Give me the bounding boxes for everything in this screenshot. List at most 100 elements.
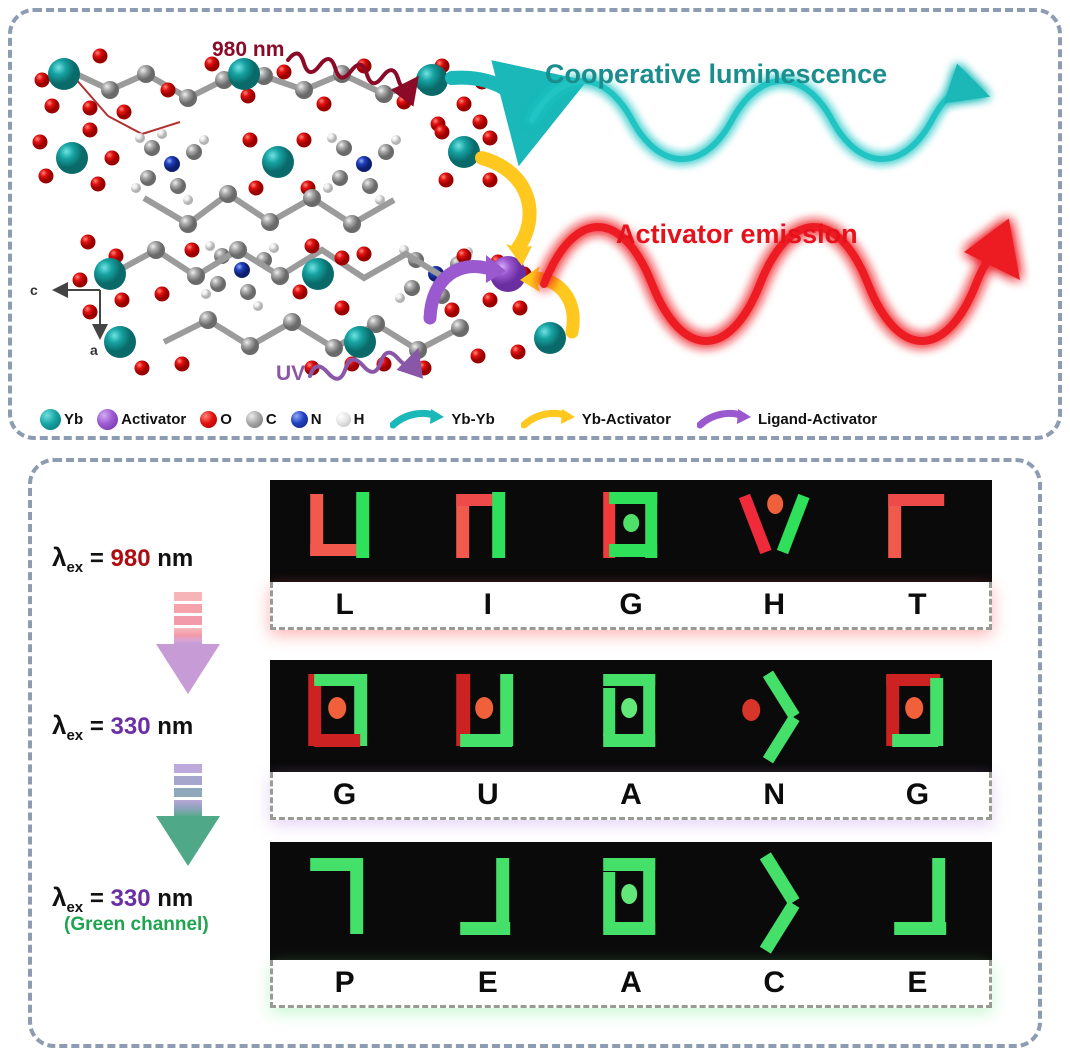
letter-cell: U bbox=[476, 777, 499, 811]
legend-label: Activator bbox=[121, 410, 187, 428]
molecular-structure-diagram bbox=[32, 48, 1021, 381]
carbon-atoms-upper bbox=[101, 65, 433, 107]
legend-label: C bbox=[265, 410, 277, 428]
letter-cell: E bbox=[907, 965, 928, 999]
legend-item-hydrogen: H bbox=[335, 410, 365, 428]
photo-cell-T bbox=[848, 480, 992, 582]
photo-strip-330nm-green bbox=[270, 842, 992, 960]
carbon-atoms-middle bbox=[179, 185, 361, 233]
letter-cell: E bbox=[477, 965, 498, 999]
label-bar-peace: P E A C E bbox=[270, 960, 992, 1008]
photo-cell-G1 bbox=[270, 660, 414, 772]
carbon-sphere-icon bbox=[245, 410, 263, 428]
letter-cell: P bbox=[334, 965, 355, 999]
nitrogen-sphere-icon bbox=[290, 410, 308, 428]
photo-cell-U bbox=[414, 660, 558, 772]
activator-atom bbox=[490, 256, 526, 292]
label-bar-guang: G U A N G bbox=[270, 772, 992, 820]
photo-cell-P bbox=[270, 842, 414, 960]
yb-activator-transfer-arrow-1 bbox=[475, 151, 537, 255]
activator-emission-wave bbox=[540, 218, 1021, 345]
legend-item-nitrogen: N bbox=[290, 410, 322, 428]
excitation-label-row-2: λex = 330 nm bbox=[52, 710, 194, 744]
arrow-980-to-330 bbox=[150, 590, 226, 705]
cooperative-luminescence-label: Cooperative luminescence bbox=[545, 59, 888, 89]
yb-atoms-lower bbox=[94, 258, 566, 358]
carbon-atoms-lower bbox=[147, 241, 469, 359]
yb-activator-arrowhead-1 bbox=[506, 244, 532, 266]
legend-item-ligand-activator: Ligand-Activator bbox=[696, 407, 878, 431]
legend-label: O bbox=[220, 410, 232, 428]
purple-arrow-icon bbox=[696, 409, 751, 429]
letter-cell: L bbox=[335, 587, 354, 621]
yb-sphere-icon bbox=[40, 408, 61, 430]
photo-strip-330nm bbox=[270, 660, 992, 772]
photo-cell-G bbox=[559, 480, 703, 582]
photo-cell-G2 bbox=[848, 660, 992, 772]
yellow-arrow-icon bbox=[520, 409, 575, 429]
legend-item-activator: Activator bbox=[97, 408, 187, 430]
legend-item-yb-yb: Yb-Yb bbox=[390, 407, 495, 431]
top-panel: 980 nm UV Cooperative luminescence Activ… bbox=[8, 8, 1062, 440]
uv-label: UV bbox=[276, 362, 306, 385]
legend-label: H bbox=[353, 410, 365, 428]
legend-label: Yb-Yb bbox=[451, 410, 495, 428]
photo-cell-E bbox=[414, 842, 558, 960]
crystal-axes bbox=[52, 282, 108, 340]
photo-row-light: L I G H T bbox=[270, 480, 992, 630]
letter-cell: N bbox=[763, 777, 786, 811]
legend-item-yb-activator: Yb-Activator bbox=[520, 407, 671, 431]
photo-row-peace: P E A C E bbox=[270, 842, 992, 1008]
excitation-label-row-3: λex = 330 nm bbox=[52, 882, 194, 916]
yb-activator-arrowhead-2 bbox=[520, 266, 540, 292]
legend: Yb Activator O C N bbox=[40, 405, 1050, 433]
oxygen-sphere-icon bbox=[200, 410, 218, 428]
legend-label: Yb bbox=[64, 410, 84, 428]
photo-strip-980nm bbox=[270, 480, 992, 582]
uv-excitation-wave bbox=[308, 347, 423, 381]
letter-cell: G bbox=[619, 587, 643, 621]
legend-item-carbon: C bbox=[245, 410, 277, 428]
legend-label: Ligand-Activator bbox=[757, 410, 878, 428]
arrow-330-to-green bbox=[150, 762, 226, 877]
letter-cell: I bbox=[483, 587, 492, 621]
photo-cell-L bbox=[270, 480, 414, 582]
ligand-activator-transfer-arrow bbox=[423, 260, 493, 325]
photo-cell-I bbox=[414, 480, 558, 582]
excitation-label-row-1: λex = 980 nm bbox=[52, 542, 194, 576]
letter-cell: H bbox=[763, 587, 786, 621]
letter-cell: G bbox=[332, 777, 357, 811]
hydrogen-sphere-icon bbox=[335, 411, 351, 427]
teal-arrow-icon bbox=[390, 409, 445, 429]
activator-sphere-icon bbox=[97, 408, 119, 430]
oxygen-atoms-mid bbox=[32, 122, 498, 196]
green-channel-note: (Green channel) bbox=[64, 914, 209, 935]
legend-item-yb: Yb bbox=[40, 408, 84, 430]
photo-cell-A bbox=[559, 660, 703, 772]
photo-cell-N bbox=[703, 660, 847, 772]
axis-label-a: a bbox=[90, 342, 98, 358]
letter-cell: A bbox=[620, 777, 642, 811]
ligand-activator-arrowhead bbox=[486, 255, 506, 283]
photo-cell-E2 bbox=[848, 842, 992, 960]
yb-atoms-upper bbox=[48, 58, 480, 178]
bottom-panel: λex = 980 nm λex = 330 nm λex = 330 nm (… bbox=[28, 458, 1042, 1048]
label-bar-light: L I G H T bbox=[270, 582, 992, 630]
photo-row-guang: G U A N G bbox=[270, 660, 992, 820]
legend-label: Yb-Activator bbox=[581, 410, 671, 428]
excitation-980-wave bbox=[286, 51, 419, 107]
letter-cell: A bbox=[620, 965, 642, 999]
axis-label-c: c bbox=[30, 282, 38, 298]
excitation-980-label: 980 nm bbox=[212, 38, 285, 61]
legend-item-oxygen: O bbox=[200, 410, 232, 428]
photo-cell-A2 bbox=[559, 842, 703, 960]
photo-cell-H bbox=[703, 480, 847, 582]
cooperative-luminescence-wave bbox=[529, 63, 991, 162]
excitation-value: 330 bbox=[110, 713, 151, 740]
yb-yb-transfer-arrow bbox=[445, 60, 588, 167]
letter-cell: G bbox=[905, 777, 930, 811]
excitation-value: 980 bbox=[110, 545, 151, 572]
letter-cell: T bbox=[908, 587, 927, 621]
legend-label: N bbox=[310, 410, 322, 428]
